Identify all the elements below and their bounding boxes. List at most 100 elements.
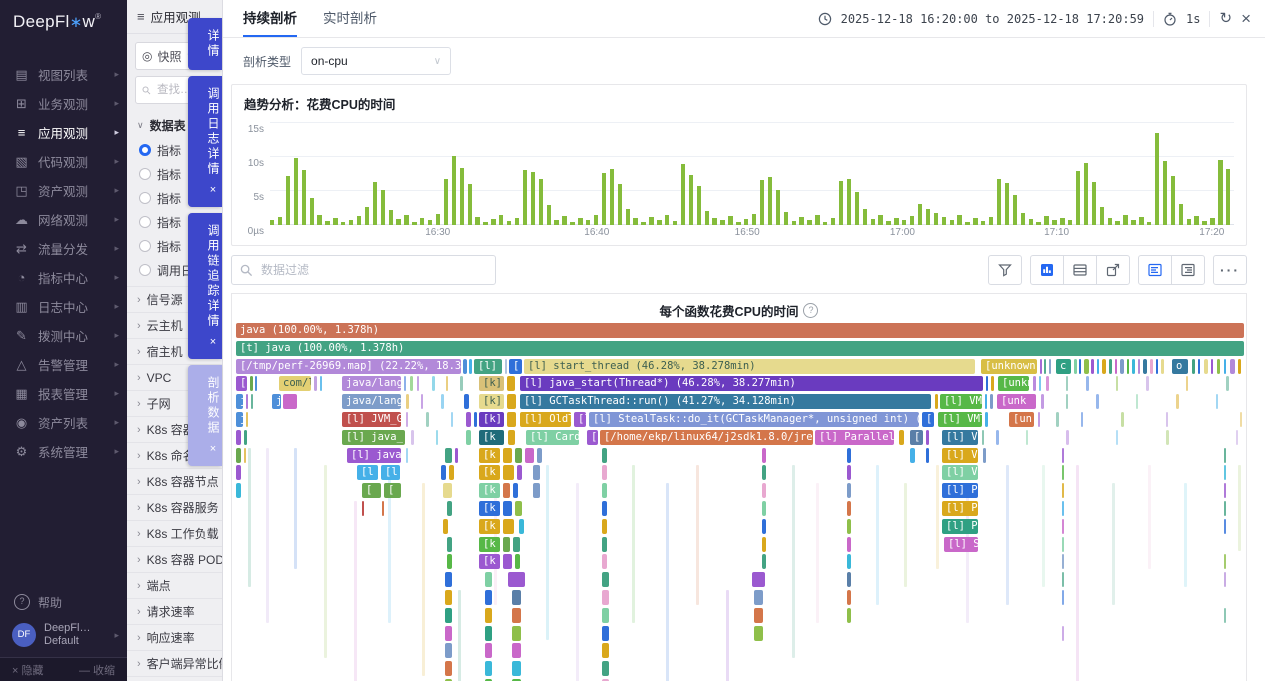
flame-segment-sliver[interactable] <box>512 590 521 605</box>
flame-segment[interactable]: [k <box>479 554 500 570</box>
chart-bar[interactable] <box>902 220 907 225</box>
flame-segment-sliver[interactable] <box>1224 465 1226 481</box>
flame-segment-sliver[interactable] <box>503 465 514 481</box>
flame-segment[interactable]: java (100.00%, 1.378h) <box>236 323 1244 338</box>
flame-segment[interactable]: [ <box>910 429 923 445</box>
chart-bar[interactable] <box>799 216 804 225</box>
chart-bar[interactable] <box>459 167 464 225</box>
tree-item-K8s 工作负载[interactable]: › K8s 工作负载 <box>127 520 222 546</box>
flame-segment-sliver[interactable] <box>445 661 452 677</box>
flame-segment-sliver[interactable] <box>1240 412 1242 427</box>
flame-segment-sliver[interactable] <box>463 358 467 374</box>
flame-segment-sliver[interactable] <box>469 358 472 374</box>
radio-item[interactable]: 指标（ <box>127 138 222 162</box>
chart-bar[interactable] <box>878 214 883 225</box>
flame-segment-sliver[interactable] <box>602 607 609 623</box>
vtab-调用日志详情[interactable]: 调用日志详情 × <box>188 76 222 207</box>
chart-bar[interactable] <box>807 219 812 225</box>
flame-segment-sliver[interactable] <box>508 572 525 588</box>
flame-segment-sliver[interactable] <box>1146 376 1149 392</box>
flame-segment-sliver[interactable] <box>451 412 453 427</box>
chart-bar[interactable] <box>672 220 678 225</box>
flame-segment[interactable]: [k] <box>479 394 504 410</box>
flame-segment-sliver[interactable] <box>464 394 469 410</box>
flame-segment[interactable]: [k <box>479 483 500 499</box>
flame-segment[interactable]: [ <box>236 465 241 481</box>
flame-segment-sliver[interactable] <box>1186 376 1188 392</box>
flame-segment-sliver[interactable] <box>1062 447 1064 463</box>
flame-segment[interactable]: [l] CardT <box>526 429 579 445</box>
vtab-详情[interactable]: 详情 <box>188 18 222 70</box>
flame-segment-sliver[interactable] <box>602 554 607 570</box>
flame-segment-sliver[interactable] <box>512 625 521 641</box>
chart-bar[interactable] <box>933 212 939 225</box>
close-icon[interactable]: × <box>207 336 219 348</box>
flame-segment[interactable]: [t] java (100.00%, 1.378h) <box>236 340 1244 356</box>
flame-segment-sliver[interactable] <box>1039 376 1041 392</box>
collapse-sidebar-button[interactable]: — 收缩 <box>78 664 115 677</box>
chart-bar[interactable] <box>475 216 480 225</box>
flame-segment-sliver[interactable] <box>1236 429 1238 445</box>
chart-bar[interactable] <box>507 220 512 225</box>
flame-segment-sliver[interactable] <box>1230 358 1235 374</box>
flame-segment-sliver[interactable] <box>1224 607 1226 623</box>
flame-segment-sliver[interactable] <box>474 412 477 427</box>
chart-bar[interactable] <box>309 198 314 225</box>
flame-segment-sliver[interactable] <box>1049 358 1051 374</box>
flame-segment-sliver[interactable] <box>985 412 988 427</box>
chart-bar[interactable] <box>1052 220 1057 225</box>
flame-segment-sliver[interactable] <box>847 483 851 499</box>
chart-bar[interactable] <box>570 222 575 225</box>
sidebar-item-网络观测[interactable]: ☁ 网络观测 ▸ <box>0 205 127 234</box>
flame-segment[interactable]: [un <box>1009 412 1034 427</box>
chart-bar[interactable] <box>277 216 283 225</box>
flame-segment-sliver[interactable] <box>517 465 522 481</box>
flame-segment-sliver[interactable] <box>1161 358 1164 374</box>
flame-segment-sliver[interactable] <box>847 590 851 605</box>
flame-segment[interactable]: [l] JVM_G <box>342 412 401 427</box>
chart-bar[interactable] <box>775 189 781 225</box>
flame-segment-sliver[interactable] <box>512 607 521 623</box>
flame-segment[interactable]: [unknown <box>981 358 1037 374</box>
flame-segment-sliver[interactable] <box>1056 412 1059 427</box>
chart-bar[interactable] <box>380 190 385 225</box>
chart-bar[interactable] <box>593 215 599 225</box>
flame-segment-sliver[interactable] <box>602 679 609 681</box>
close-icon[interactable]: × <box>1241 9 1251 28</box>
flame-segment-sliver[interactable] <box>421 394 423 410</box>
flame-segment-sliver[interactable] <box>1066 394 1068 410</box>
flame-segment-sliver[interactable] <box>983 447 986 463</box>
flame-segment-sliver[interactable] <box>752 572 765 588</box>
flame-segment-sliver[interactable] <box>899 429 904 445</box>
chart-bar[interactable] <box>696 185 702 225</box>
flame-segment[interactable]: [k] <box>479 412 504 427</box>
flame-segment-sliver[interactable] <box>503 536 510 552</box>
chart-bar[interactable] <box>894 217 899 225</box>
flame-segment[interactable]: j <box>236 412 243 427</box>
flame-segment-sliver[interactable] <box>447 554 452 570</box>
sidebar-item-流量分发[interactable]: ⇄ 流量分发 ▸ <box>0 234 127 263</box>
flame-segment-sliver[interactable] <box>445 607 452 623</box>
flame-segment[interactable]: [ <box>922 412 934 427</box>
flame-segment-sliver[interactable] <box>847 572 851 588</box>
chart-bar[interactable] <box>633 218 638 225</box>
tree-item-K8s 容器节点[interactable]: › K8s 容器节点 <box>127 468 222 494</box>
chart-bar[interactable] <box>1210 218 1215 225</box>
chart-bar[interactable] <box>317 214 322 225</box>
flame-segment-sliver[interactable] <box>1120 358 1124 374</box>
chart-bar[interactable] <box>1044 216 1049 225</box>
flame-segment-sliver[interactable] <box>445 447 452 463</box>
chart-bar[interactable] <box>823 221 828 225</box>
chart-bar[interactable] <box>522 169 528 225</box>
flame-segment-sliver[interactable] <box>991 376 994 392</box>
flame-segment-sliver[interactable] <box>515 501 522 516</box>
flame-segment-sliver[interactable] <box>1096 394 1099 410</box>
chart-bar[interactable] <box>1107 218 1112 225</box>
chart-bar[interactable] <box>270 220 275 225</box>
flame-segment[interactable]: [ <box>236 429 241 445</box>
flame-segment-sliver[interactable] <box>1166 412 1168 427</box>
flame-segment-sliver[interactable] <box>762 536 766 552</box>
flame-segment-sliver[interactable] <box>445 590 452 605</box>
chart-bar[interactable] <box>451 155 457 225</box>
chart-bar[interactable] <box>1123 215 1128 225</box>
